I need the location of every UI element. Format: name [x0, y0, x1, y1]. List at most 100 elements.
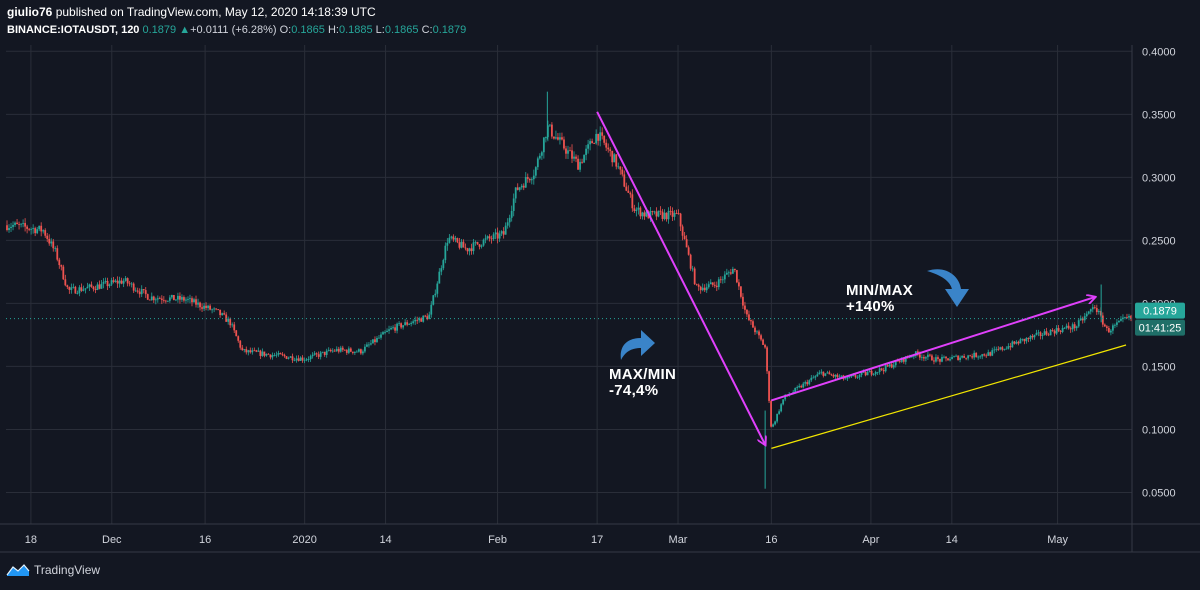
candle-body: [689, 254, 692, 269]
candle-body: [816, 374, 819, 377]
candle-body: [440, 268, 443, 272]
candle-body: [241, 347, 244, 351]
price-axis[interactable]: 0.05000.10000.15000.20000.25000.30000.35…: [6, 45, 1185, 552]
candle-body: [858, 374, 861, 378]
candle-body: [96, 284, 99, 291]
recovery-arrow: [771, 297, 1095, 402]
candle-body: [965, 357, 968, 359]
candle-body: [945, 356, 947, 359]
candle-body: [478, 244, 481, 247]
candle-body: [303, 360, 306, 362]
candle-body: [175, 299, 177, 301]
x-tick-label: 2020: [292, 534, 316, 546]
candle-body: [1079, 318, 1082, 321]
candle-body: [142, 289, 145, 291]
candle-body: [735, 270, 738, 283]
candle-body: [134, 290, 137, 292]
candle-body: [514, 187, 517, 199]
candle-body: [1065, 325, 1068, 328]
candle-body: [713, 284, 716, 286]
candle-body: [989, 352, 992, 356]
candle-body: [213, 308, 216, 310]
minmax-value: +140%: [846, 298, 895, 315]
candle-body: [844, 378, 847, 380]
candle-body: [333, 350, 336, 352]
candle-body: [1063, 327, 1066, 329]
candle-body: [603, 135, 606, 143]
candle-body: [872, 374, 875, 376]
candle-body: [327, 349, 330, 351]
candle-body: [10, 226, 12, 229]
candle-body: [649, 211, 652, 219]
candle-body: [784, 395, 787, 400]
candle-body: [969, 355, 972, 357]
candle-body: [1049, 329, 1052, 336]
candle-body: [164, 300, 167, 302]
candle-body: [48, 238, 51, 244]
candle-body: [189, 298, 191, 300]
candle-body: [981, 354, 984, 357]
candle-body: [177, 295, 179, 300]
candle-body: [846, 376, 849, 379]
time-axis[interactable]: 18 Dec 16 2020 14 Feb 17 Mar 16 Apr 14 May: [0, 523, 1200, 553]
candle-body: [82, 289, 85, 291]
candle-body: [1021, 338, 1024, 340]
candle-body: [609, 149, 612, 151]
candle-body: [331, 350, 334, 352]
candle-body: [683, 235, 686, 240]
price-label: 0.1879: [1143, 306, 1177, 318]
candle-body: [587, 144, 590, 149]
candle-body: [1085, 313, 1088, 317]
candle-body: [927, 354, 929, 358]
candle-body: [442, 260, 445, 269]
candle-body: [436, 283, 439, 294]
candle-body: [828, 372, 831, 375]
candle-body: [339, 347, 342, 352]
candle-body: [58, 259, 61, 266]
candle-body: [432, 295, 435, 305]
candle-body: [508, 217, 511, 223]
candle-body: [426, 316, 429, 320]
candle-body: [1103, 324, 1106, 327]
candle-body: [92, 286, 95, 290]
candle-body: [62, 266, 65, 280]
candle-body: [559, 137, 561, 140]
candle-body: [561, 137, 563, 140]
candle-body: [446, 242, 449, 246]
candle-body: [468, 248, 471, 252]
close-label: C:: [421, 24, 433, 36]
candle-body: [207, 305, 209, 308]
candle-body: [34, 228, 37, 234]
symbol-line: BINANCE:IOTAUSDT, 120 0.1879 ▲+0.0111 (+…: [7, 23, 466, 37]
candle-body: [28, 228, 31, 230]
symbol-name[interactable]: BINANCE:IOTAUSDT, 120: [7, 24, 140, 36]
candle-body: [567, 150, 569, 154]
candle-body: [150, 296, 153, 301]
candle-body: [285, 356, 288, 359]
candle-body: [80, 287, 83, 291]
candle-body: [70, 287, 73, 290]
candle-body: [744, 305, 746, 310]
candle-body: [90, 284, 93, 287]
candle-body: [54, 248, 57, 250]
candle-body: [985, 355, 988, 357]
annotation-icons: [620, 269, 969, 360]
candle-body: [1031, 335, 1034, 338]
candle-body: [8, 228, 10, 231]
candle-body: [804, 382, 807, 384]
candle-body: [359, 349, 362, 354]
candle-body: [20, 223, 22, 225]
candle-body: [806, 382, 809, 385]
tradingview-footer[interactable]: TradingView: [6, 563, 100, 577]
tradingview-logo-icon: [6, 564, 30, 576]
x-tick-label: Mar: [669, 534, 688, 546]
author-name[interactable]: giulio76: [7, 5, 53, 19]
candle-body: [756, 331, 758, 333]
candle-body: [484, 238, 487, 240]
candle-body: [693, 268, 696, 285]
candle-body: [231, 324, 234, 326]
candle-body: [345, 350, 348, 353]
candle-body: [42, 230, 45, 232]
candle-body: [780, 404, 783, 412]
